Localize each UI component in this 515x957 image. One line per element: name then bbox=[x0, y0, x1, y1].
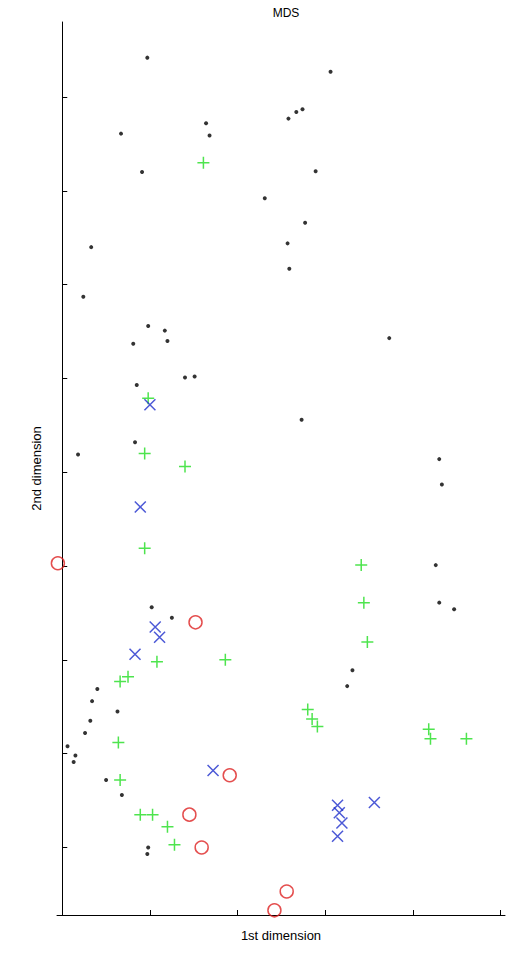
svg-text:MDS: MDS bbox=[273, 6, 300, 20]
svg-text:1st dimension: 1st dimension bbox=[241, 928, 321, 943]
svg-text:2nd dimension: 2nd dimension bbox=[29, 426, 44, 511]
